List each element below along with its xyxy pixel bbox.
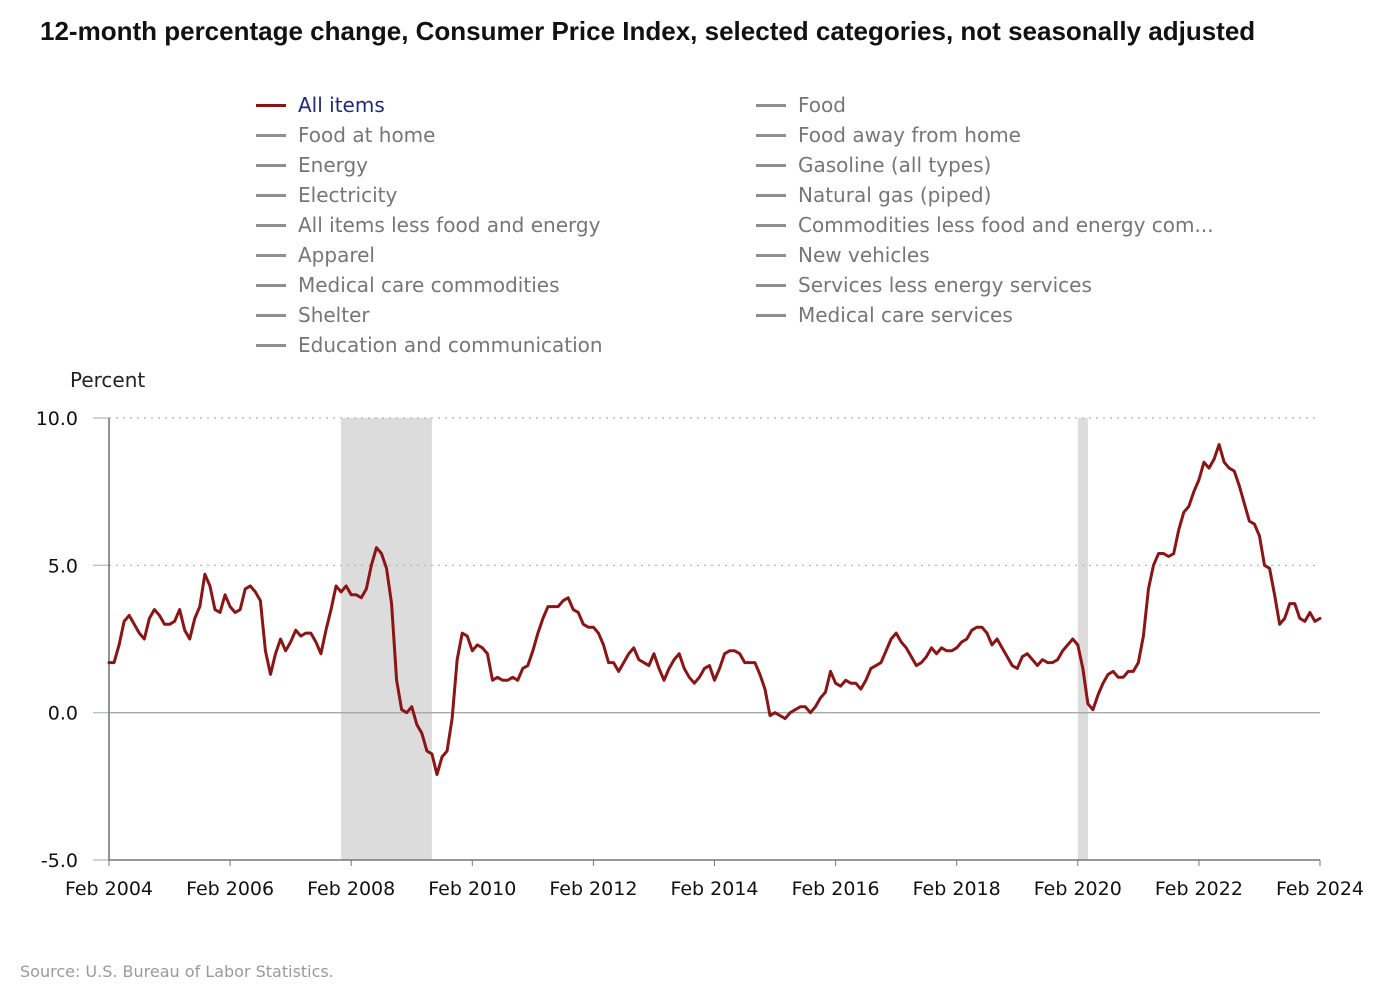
legend-swatch [256, 224, 286, 227]
legend-swatch [756, 194, 786, 197]
y-tick-label: -5.0 [41, 850, 78, 872]
source-note: Source: U.S. Bureau of Labor Statistics. [20, 962, 334, 981]
legend-swatch [256, 284, 286, 287]
x-tick-label: Feb 2018 [913, 878, 1001, 900]
x-tick-label: Feb 2004 [65, 878, 153, 900]
recession-band [341, 418, 432, 860]
chart-title: 12-month percentage change, Consumer Pri… [40, 16, 1256, 46]
legend-swatch [756, 284, 786, 287]
legend-swatch [256, 314, 286, 317]
legend-label: Gasoline (all types) [798, 153, 992, 177]
legend-swatch [256, 194, 286, 197]
legend-swatch [256, 344, 286, 347]
legend-label: New vehicles [798, 243, 930, 267]
legend-label: Medical care services [798, 303, 1013, 327]
x-tick-label: Feb 2012 [549, 878, 637, 900]
legend-swatch [756, 104, 786, 107]
gridlines [109, 417, 1320, 714]
legend-label: Natural gas (piped) [798, 183, 992, 207]
x-tick-label: Feb 2006 [186, 878, 274, 900]
legend-swatch [756, 164, 786, 167]
recession-shading [341, 418, 1088, 860]
legend-swatch [256, 134, 286, 137]
x-tick-label: Feb 2014 [670, 878, 758, 900]
x-tick-label: Feb 2016 [792, 878, 880, 900]
legend-label: Food away from home [798, 123, 1021, 147]
series-lines [107, 443, 1322, 777]
legend-swatch [756, 224, 786, 227]
y-tick-label: 10.0 [36, 408, 78, 430]
tick-labels: 10.0 5.0 0.0 -5.0 Feb 2004 Feb 2006 Feb 2008 Fe… [36, 408, 1364, 900]
legend-label: All items less food and energy [298, 213, 601, 237]
legend-label: Commodities less food and energy com... [798, 213, 1214, 237]
x-tick-label: Feb 2022 [1155, 878, 1243, 900]
legend-swatch [756, 254, 786, 257]
axes [93, 417, 1321, 866]
legend-label: Medical care commodities [298, 273, 560, 297]
legend-label: Electricity [298, 183, 398, 207]
y-tick-label: 5.0 [48, 555, 78, 577]
x-tick-label: Feb 2010 [428, 878, 516, 900]
legend-label: Food [798, 93, 846, 117]
series-line-all-items [107, 443, 1322, 777]
y-axis-label: Percent [70, 368, 146, 392]
legend-label: Energy [298, 153, 369, 177]
legend-label: All items [298, 93, 385, 117]
legend-label: Apparel [298, 243, 375, 267]
x-tick-label: Feb 2008 [307, 878, 395, 900]
legend-label: Shelter [298, 303, 370, 327]
x-tick-label: Feb 2024 [1276, 878, 1364, 900]
legend-label: Food at home [298, 123, 436, 147]
legend-swatch [756, 134, 786, 137]
x-tick-label: Feb 2020 [1034, 878, 1122, 900]
y-tick-label: 0.0 [48, 703, 78, 725]
recession-band [1077, 418, 1088, 860]
legend-swatch [256, 104, 286, 107]
legend-swatch [756, 314, 786, 317]
legend-swatch [256, 254, 286, 257]
legend-label: Education and communication [298, 333, 603, 357]
legend-swatch [256, 164, 286, 167]
legend-label: Services less energy services [798, 273, 1092, 297]
